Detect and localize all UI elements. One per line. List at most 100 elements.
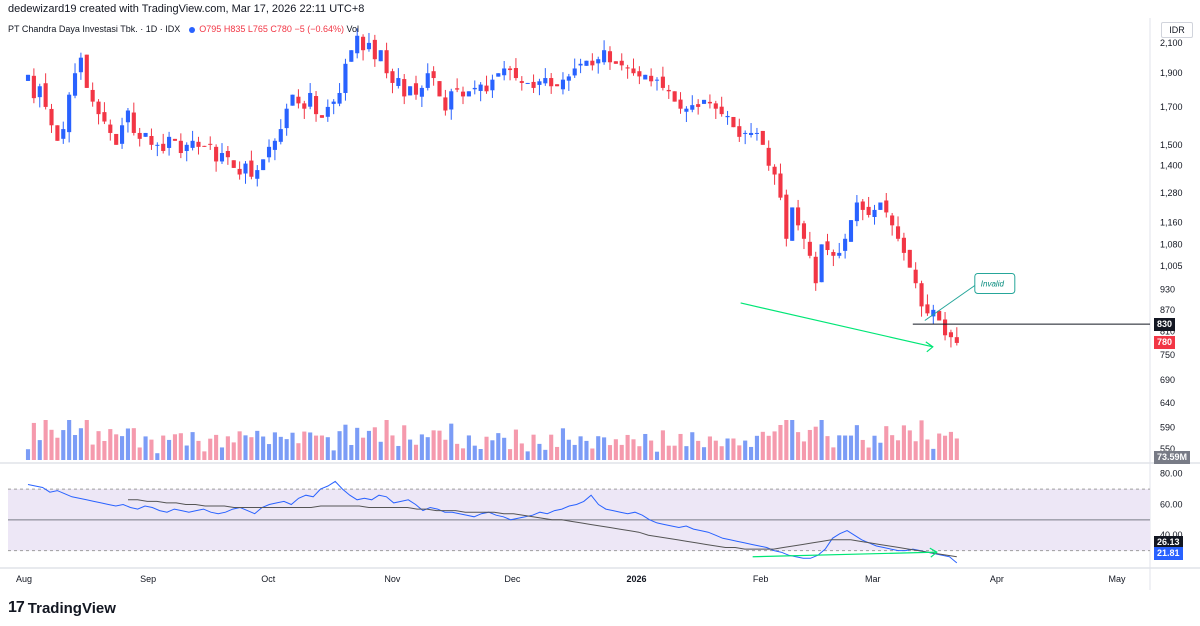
last-price-badge: 780	[1154, 336, 1176, 349]
candle-body	[513, 68, 518, 79]
volume-bar	[813, 426, 818, 460]
candle-body	[754, 132, 760, 134]
rsi-divergence-line	[752, 551, 937, 558]
volume-bar	[860, 439, 865, 460]
candle-body	[396, 78, 401, 86]
rsi-pane[interactable]	[8, 480, 1150, 564]
candle-body	[78, 57, 83, 73]
candle-body	[202, 145, 207, 147]
candle-body	[837, 252, 842, 256]
volume-bar	[549, 434, 554, 460]
chart-area[interactable]: Invalid 2,100 1,900 1,700 1,500 1,400 1,280 1,…	[0, 18, 1200, 590]
volume-bar	[249, 437, 254, 460]
candle-body	[696, 104, 701, 107]
candle-body	[790, 207, 795, 241]
volume-bar	[43, 420, 48, 460]
volume-bar	[519, 443, 524, 460]
drawings[interactable]: Invalid	[740, 272, 1150, 353]
candle-body	[954, 337, 959, 343]
volume-bar	[137, 447, 142, 460]
volume-bar	[513, 429, 518, 460]
candle-body	[607, 51, 613, 63]
volume-bar	[684, 446, 689, 460]
volume-bar	[713, 440, 718, 460]
volume-bar	[255, 430, 260, 460]
candle-body	[125, 110, 130, 123]
candle-body	[907, 249, 912, 268]
candles[interactable]	[25, 28, 959, 348]
volume-bar	[572, 444, 577, 460]
volume-bar	[743, 440, 748, 460]
candle-body	[519, 81, 524, 83]
candle-body	[701, 99, 707, 104]
candle-body	[672, 91, 677, 102]
price-tick-label: 1,700	[1160, 102, 1183, 112]
volume-bar	[25, 449, 31, 460]
candle-body	[37, 86, 42, 98]
candle-body	[296, 96, 301, 104]
candle-body	[578, 63, 583, 66]
legend-symbol[interactable]: PT Chandra Daya Investasi Tbk. · 1D · ID…	[8, 24, 181, 34]
chart-svg[interactable]: Invalid 2,100 1,900 1,700 1,500 1,400 1,280 1,…	[0, 18, 1200, 590]
candle-body	[496, 73, 501, 77]
volume-bar	[196, 440, 201, 460]
candle-body	[555, 84, 560, 87]
rsi-tick-label: 40.00	[1160, 530, 1183, 540]
rsi-line	[27, 480, 958, 564]
time-tick-label: Oct	[261, 574, 276, 584]
candle-body	[419, 87, 424, 97]
candle-body	[854, 202, 859, 222]
volume-bar	[225, 436, 230, 460]
volume-bar	[590, 448, 595, 460]
candle-body	[266, 146, 272, 158]
volume-bar	[390, 435, 395, 460]
candle-body	[590, 60, 595, 66]
candle-body	[390, 71, 395, 83]
volume-bar	[725, 438, 730, 460]
volume-bar	[660, 430, 665, 460]
candle-body	[313, 96, 319, 115]
candle-body	[343, 63, 348, 93]
candle-body	[466, 91, 471, 97]
volume-bar	[543, 449, 548, 460]
legend-volume: Vol	[346, 24, 359, 34]
volume-bar	[678, 433, 683, 460]
volume-bar	[443, 439, 448, 460]
arrow-head-icon	[929, 547, 938, 558]
volume-bar	[584, 440, 589, 460]
time-tick-label: Nov	[384, 574, 401, 584]
legend-open: O795	[199, 24, 222, 34]
volume-bar	[472, 445, 477, 460]
candle-body	[349, 50, 354, 62]
candle-body	[208, 143, 213, 145]
volume-bar	[143, 436, 148, 460]
volume-bar	[272, 432, 277, 460]
volume-bar	[308, 432, 313, 460]
candle-body	[261, 159, 266, 171]
tradingview-logo[interactable]: 17 TradingView	[8, 598, 116, 618]
currency-button[interactable]: IDR	[1161, 22, 1193, 38]
volume-bar	[131, 428, 136, 460]
candle-body	[149, 135, 154, 145]
candle-body	[143, 132, 148, 137]
volume-bar	[413, 444, 419, 460]
candle-body	[543, 78, 548, 84]
candle-body	[372, 39, 377, 60]
volume-bar	[237, 431, 242, 460]
volume-bar	[848, 435, 854, 460]
price-tick-label: 1,400	[1160, 161, 1183, 171]
volume-bar	[125, 428, 130, 460]
candle-body	[437, 81, 442, 97]
volume-bar	[701, 447, 707, 460]
callout-pointer	[924, 285, 976, 321]
volume-bar	[337, 431, 342, 460]
volume-bar	[396, 445, 401, 460]
volume-bar	[266, 444, 272, 460]
volume-bar	[208, 438, 213, 460]
candle-body	[637, 71, 642, 77]
candle-body	[684, 108, 689, 112]
volume-bar	[114, 434, 119, 460]
candle-body	[807, 241, 812, 256]
candle-body	[67, 94, 72, 133]
volume-bar	[372, 427, 377, 460]
